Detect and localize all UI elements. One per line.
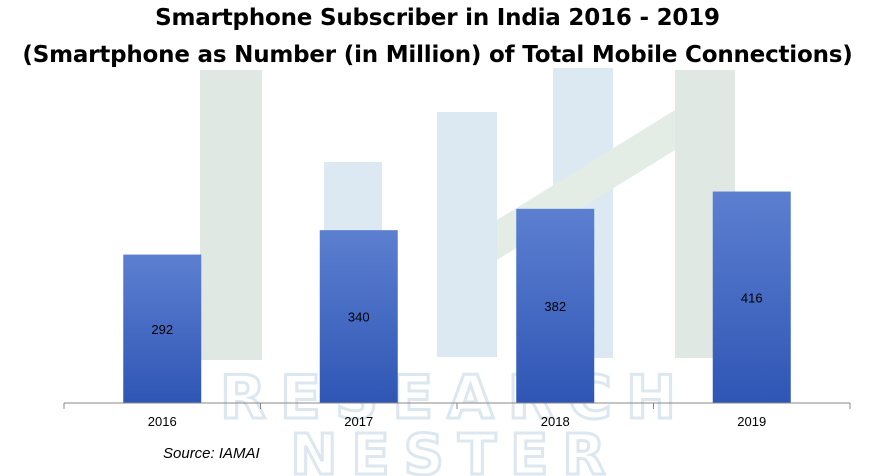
bar-2018: [516, 208, 595, 403]
bar-series: [123, 191, 791, 403]
watermark-text: RESEARCH: [220, 363, 690, 433]
x-tick-label-2017: 2017: [344, 414, 373, 429]
watermark-shape: [200, 70, 262, 360]
x-tick-label-2019: 2019: [737, 414, 766, 429]
watermark-text: NESTER: [290, 423, 619, 476]
watermark-logo: RESEARCH NESTER: [200, 68, 735, 476]
x-tick-label-2018: 2018: [541, 414, 570, 429]
data-label-2019: 416: [741, 290, 763, 305]
bar-2017: [319, 230, 398, 403]
data-label-2016: 292: [151, 322, 173, 337]
bar-2016: [123, 254, 202, 403]
source-note: Source: IAMAI: [163, 445, 260, 462]
x-axis: 2016 2017 2018 2019: [63, 402, 851, 429]
chart-title: Smartphone Subscriber in India 2016 - 20…: [155, 5, 720, 31]
chart-subtitle: (Smartphone as Number (in Million) of To…: [22, 42, 853, 68]
bar-2019: [712, 191, 791, 403]
data-label-2018: 382: [544, 299, 566, 314]
x-tick-label-2016: 2016: [148, 414, 177, 429]
watermark-shape: [437, 112, 497, 357]
data-labels: 292 340 382 416: [151, 290, 762, 337]
data-label-2017: 340: [348, 310, 370, 325]
